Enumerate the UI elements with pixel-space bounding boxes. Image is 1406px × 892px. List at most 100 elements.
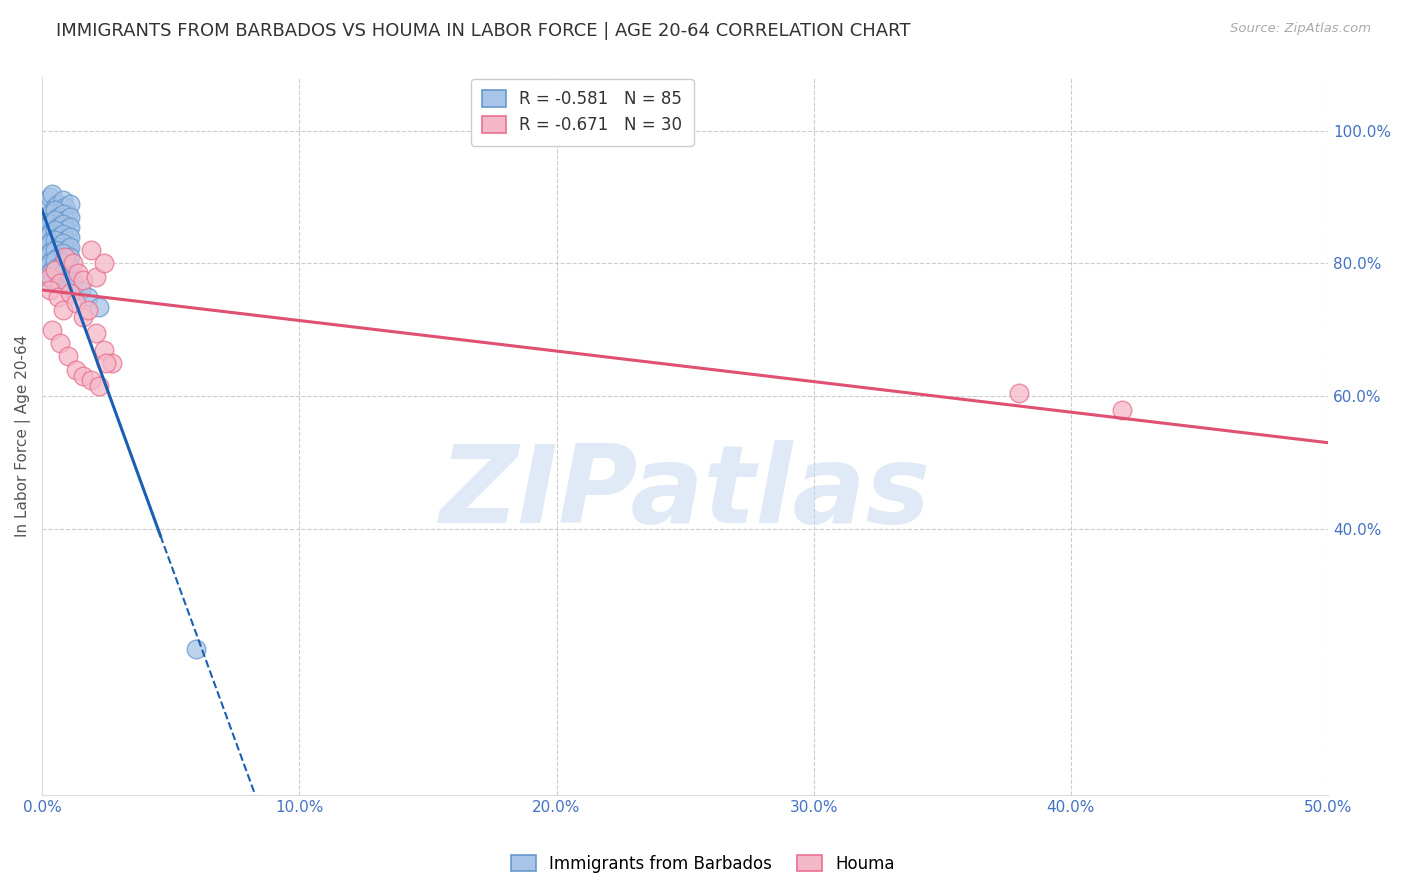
Point — [52, 246, 75, 260]
Point — [38, 206, 60, 220]
Legend: Immigrants from Barbados, Houma: Immigrants from Barbados, Houma — [505, 848, 901, 880]
Point — [41, 273, 63, 287]
Point — [93, 343, 115, 357]
Point — [77, 290, 100, 304]
Point — [59, 286, 82, 301]
Point — [53, 273, 76, 287]
Y-axis label: In Labor Force | Age 20-64: In Labor Force | Age 20-64 — [15, 334, 31, 537]
Point — [49, 217, 72, 231]
Point — [44, 223, 66, 237]
Point — [44, 263, 66, 277]
Point — [38, 190, 60, 204]
Point — [49, 277, 72, 291]
Point — [62, 273, 84, 287]
Point — [53, 213, 76, 227]
Point — [56, 250, 79, 264]
Point — [59, 230, 82, 244]
Point — [84, 326, 107, 340]
Point — [56, 230, 79, 244]
Point — [59, 269, 82, 284]
Text: ZIPatlas: ZIPatlas — [440, 441, 931, 547]
Point — [53, 233, 76, 247]
Point — [38, 269, 60, 284]
Legend: R = -0.581   N = 85, R = -0.671   N = 30: R = -0.581 N = 85, R = -0.671 N = 30 — [471, 78, 693, 145]
Point — [38, 246, 60, 260]
Point — [37, 210, 59, 224]
Point — [87, 300, 110, 314]
Point — [69, 283, 91, 297]
Point — [49, 266, 72, 280]
Point — [44, 213, 66, 227]
Point — [56, 219, 79, 234]
Point — [52, 194, 75, 208]
Point — [41, 213, 63, 227]
Point — [49, 246, 72, 260]
Point — [44, 243, 66, 257]
Point — [62, 256, 84, 270]
Point — [1008, 385, 1031, 400]
Point — [46, 196, 69, 211]
Point — [41, 186, 63, 201]
Point — [52, 302, 75, 317]
Point — [80, 373, 103, 387]
Point — [49, 277, 72, 291]
Point — [56, 240, 79, 254]
Point — [38, 266, 60, 280]
Point — [41, 253, 63, 268]
Point — [52, 206, 75, 220]
Point — [37, 260, 59, 274]
Point — [87, 379, 110, 393]
Point — [41, 223, 63, 237]
Point — [56, 206, 79, 220]
Point — [49, 256, 72, 270]
Point — [41, 243, 63, 257]
Point — [37, 194, 59, 208]
Point — [38, 217, 60, 231]
Point — [56, 269, 79, 284]
Point — [41, 233, 63, 247]
Point — [46, 230, 69, 244]
Point — [59, 196, 82, 211]
Point — [84, 269, 107, 284]
Point — [37, 240, 59, 254]
Point — [1111, 402, 1133, 417]
Point — [37, 250, 59, 264]
Point — [37, 269, 59, 284]
Point — [44, 253, 66, 268]
Point — [46, 240, 69, 254]
Point — [38, 256, 60, 270]
Point — [44, 263, 66, 277]
Point — [52, 256, 75, 270]
Point — [53, 223, 76, 237]
Point — [38, 236, 60, 251]
Point — [56, 279, 79, 293]
Point — [49, 236, 72, 251]
Point — [37, 219, 59, 234]
Point — [52, 236, 75, 251]
Point — [52, 227, 75, 241]
Point — [46, 219, 69, 234]
Point — [46, 250, 69, 264]
Point — [53, 200, 76, 214]
Point — [49, 336, 72, 351]
Point — [46, 269, 69, 284]
Point — [59, 260, 82, 274]
Point — [53, 243, 76, 257]
Point — [72, 310, 94, 324]
Point — [46, 260, 69, 274]
Point — [38, 227, 60, 241]
Point — [80, 243, 103, 257]
Point — [52, 217, 75, 231]
Point — [59, 250, 82, 264]
Point — [44, 233, 66, 247]
Point — [49, 227, 72, 241]
Point — [67, 266, 90, 280]
Point — [59, 210, 82, 224]
Point — [59, 219, 82, 234]
Point — [65, 296, 87, 310]
Text: Source: ZipAtlas.com: Source: ZipAtlas.com — [1230, 22, 1371, 36]
Point — [46, 210, 69, 224]
Point — [49, 203, 72, 218]
Point — [41, 323, 63, 337]
Point — [46, 290, 69, 304]
